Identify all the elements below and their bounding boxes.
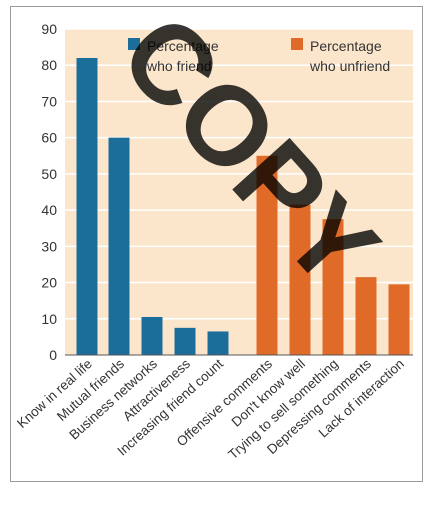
y-tick-label: 80 [41, 57, 57, 73]
y-tick-label: 30 [41, 238, 57, 254]
chart-frame: 0 10 20 30 40 50 60 70 80 90 Know in real life Mutu… [10, 6, 423, 482]
bar-don-t-know-well [289, 204, 311, 355]
legend-swatch [291, 38, 303, 50]
bar-depressing-comments [355, 277, 377, 355]
legend-label: who friend [146, 58, 212, 74]
bar-lack-of-interaction [388, 284, 410, 355]
y-tick-label: 70 [41, 93, 57, 109]
y-tick-label: 10 [41, 311, 57, 327]
bar-attractiveness [174, 327, 196, 355]
y-tick-label: 90 [41, 21, 57, 37]
legend-label: who unfriend [309, 58, 390, 74]
legend-label: Percentage [147, 38, 219, 54]
bar-trying-to-sell-something [322, 219, 344, 355]
y-tick-label: 0 [49, 347, 57, 363]
bar-know-in-real-life [76, 57, 98, 355]
bar-offensive-comments [256, 155, 278, 355]
bar-increasing-friend-count [207, 331, 229, 355]
bar-business-networks [141, 316, 163, 355]
y-tick-label: 50 [41, 166, 57, 182]
y-tick-label: 40 [41, 202, 57, 218]
legend-label: Percentage [310, 38, 382, 54]
y-tick-label: 20 [41, 275, 57, 291]
y-tick-label: 60 [41, 130, 57, 146]
bar-mutual-friends [108, 137, 130, 355]
legend-swatch [128, 38, 140, 50]
